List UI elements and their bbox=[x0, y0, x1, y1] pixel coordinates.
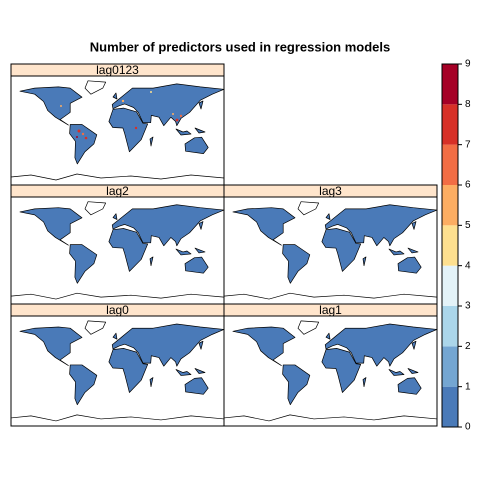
colorbar-tick-label: 4 bbox=[465, 260, 471, 271]
colorbar-bin bbox=[442, 144, 458, 185]
colorbar-tick-label: 1 bbox=[465, 381, 471, 392]
colorbar-bin bbox=[442, 64, 458, 105]
title: Number of predictors used in regression … bbox=[90, 39, 391, 54]
colorbar-tick-label: 5 bbox=[465, 220, 471, 231]
colorbar-tick-label: 9 bbox=[465, 59, 471, 70]
colorbar-bin bbox=[442, 104, 458, 145]
colorbar-bin bbox=[442, 225, 458, 266]
panel-frame bbox=[223, 315, 438, 427]
world-map bbox=[10, 80, 225, 181]
colorbar-tick-label: 3 bbox=[465, 301, 471, 312]
colorbar-tick-label: 2 bbox=[465, 341, 471, 352]
world-map bbox=[223, 320, 438, 422]
colorbar-bin bbox=[442, 306, 458, 347]
colorbar-bin bbox=[442, 265, 458, 306]
colorbar-bin bbox=[442, 185, 458, 226]
colorbar-bin bbox=[442, 386, 458, 427]
panel-label: lag0 bbox=[106, 303, 129, 317]
panel-label: lag2 bbox=[106, 184, 129, 198]
panel-label: lag1 bbox=[319, 303, 342, 317]
colorbar-bin bbox=[442, 346, 458, 387]
colorbar-tick-label: 8 bbox=[465, 99, 471, 110]
world-map bbox=[10, 201, 225, 300]
world-map bbox=[10, 320, 225, 422]
panel-label: lag3 bbox=[319, 184, 342, 198]
colorbar-tick-label: 6 bbox=[465, 180, 471, 191]
colorbar-tick-label: 0 bbox=[465, 422, 471, 433]
colorbar-frame bbox=[441, 63, 459, 428]
world-map bbox=[223, 201, 438, 300]
panel-label: lag0123 bbox=[96, 63, 139, 77]
colorbar-tick-label: 7 bbox=[465, 139, 471, 150]
